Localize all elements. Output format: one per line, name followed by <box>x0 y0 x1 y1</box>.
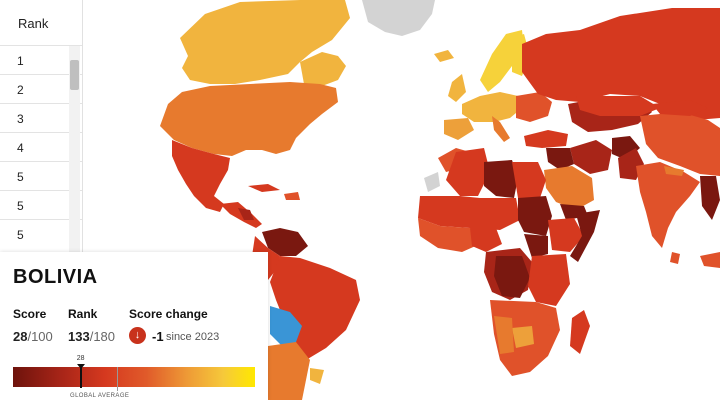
score-scale-bar <box>13 367 255 387</box>
country-nigeria[interactable] <box>470 228 502 252</box>
country-mongolia[interactable] <box>652 100 708 116</box>
country-madagascar[interactable] <box>570 310 590 354</box>
country-somalia[interactable] <box>570 210 600 262</box>
rank-total: /180 <box>89 329 116 344</box>
region-eastern-europe[interactable] <box>516 92 552 122</box>
country-name: BOLIVIA <box>13 266 98 288</box>
country-iraq-syria[interactable] <box>546 148 574 170</box>
country-greenland[interactable] <box>362 0 435 36</box>
country-cuba[interactable] <box>248 184 280 192</box>
rank-row[interactable]: 5 <box>0 162 82 191</box>
country-hispaniola[interactable] <box>284 192 300 200</box>
country-uruguay[interactable] <box>310 368 324 384</box>
country-canada-islands[interactable] <box>262 4 312 30</box>
country-drc[interactable] <box>494 256 530 298</box>
country-sudan[interactable] <box>518 196 552 236</box>
rank-row[interactable]: 5 <box>17 228 24 242</box>
global-average-marker <box>117 367 119 391</box>
region-west-africa[interactable] <box>418 218 480 252</box>
score-total: /100 <box>27 329 53 344</box>
country-nepal[interactable] <box>664 166 684 176</box>
rank-row[interactable]: 1 <box>0 46 82 75</box>
country-iran[interactable] <box>570 140 612 174</box>
country-info-card: BOLIVIA Score Rank Score change 28/100 1… <box>0 252 268 400</box>
country-canada-east[interactable] <box>300 52 346 86</box>
country-south-sudan[interactable] <box>524 234 548 258</box>
rank-table: Rank 1 2 3 4 5 5 5 <box>0 0 83 252</box>
country-argentina[interactable] <box>268 342 310 400</box>
country-sri-lanka[interactable] <box>670 252 680 264</box>
region-sahel[interactable] <box>418 196 520 230</box>
arrow-down-icon: ↓ <box>129 327 146 344</box>
rank-row[interactable]: 3 <box>0 104 82 133</box>
rank-value: 133/180 <box>68 329 115 344</box>
country-ethiopia[interactable] <box>548 218 584 252</box>
score-value: 28/100 <box>13 329 53 344</box>
score-number: 28 <box>13 329 28 344</box>
country-china[interactable] <box>640 112 720 176</box>
rank-row[interactable]: 4 <box>0 133 82 162</box>
rank-column-header[interactable]: Rank <box>0 0 82 46</box>
country-italy[interactable] <box>492 116 510 142</box>
country-egypt[interactable] <box>512 162 546 198</box>
rank-scrollbar[interactable] <box>69 46 80 252</box>
country-venezuela[interactable] <box>262 228 308 256</box>
score-marker-label: 28 <box>76 355 85 362</box>
country-usa[interactable] <box>160 82 338 156</box>
score-marker <box>79 366 82 388</box>
country-botswana[interactable] <box>512 326 534 348</box>
country-russia[interactable] <box>522 8 720 120</box>
rank-label: Rank <box>68 307 98 321</box>
score-label: Score <box>13 307 47 321</box>
score-change-label: Score change <box>129 307 208 321</box>
country-nicaragua[interactable] <box>238 208 254 220</box>
rank-row[interactable]: 2 <box>0 75 82 104</box>
country-algeria[interactable] <box>446 148 490 196</box>
score-change-since: since 2023 <box>166 331 220 343</box>
rank-number: 133 <box>68 329 90 344</box>
country-spain[interactable] <box>444 118 474 140</box>
country-bolivia[interactable] <box>270 306 302 346</box>
country-kazakhstan[interactable] <box>576 96 660 116</box>
country-canada[interactable] <box>180 0 350 84</box>
country-namibia[interactable] <box>494 316 514 354</box>
country-india[interactable] <box>636 162 700 248</box>
score-change-value: -1 <box>152 329 164 344</box>
country-saudi-arabia[interactable] <box>544 166 594 210</box>
rank-row[interactable]: 5 <box>0 191 82 220</box>
country-uk[interactable] <box>448 74 466 102</box>
country-iceland[interactable] <box>434 50 454 62</box>
region-east-africa[interactable] <box>528 254 570 306</box>
country-turkey[interactable] <box>524 130 568 148</box>
region-central-america[interactable] <box>220 202 262 228</box>
country-libya[interactable] <box>484 160 518 198</box>
country-mexico[interactable] <box>172 140 230 212</box>
global-average-label: GLOBAL AVERAGE <box>70 393 130 399</box>
country-myanmar[interactable] <box>700 176 720 220</box>
rank-scrollbar-thumb[interactable] <box>70 60 79 90</box>
region-western-europe[interactable] <box>462 92 522 122</box>
country-indonesia[interactable] <box>700 252 720 268</box>
country-western-sahara[interactable] <box>424 172 440 192</box>
